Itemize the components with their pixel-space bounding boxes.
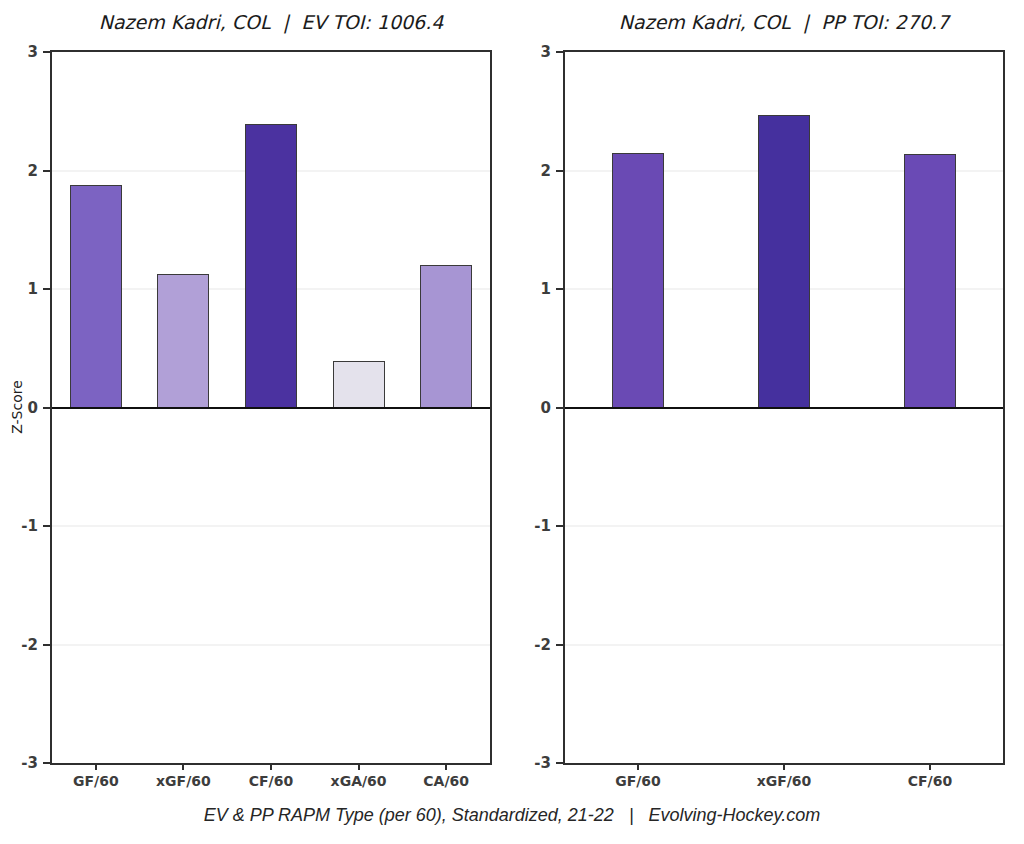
- y-tick-label: 2: [517, 162, 551, 180]
- y-axis-tick: [43, 525, 50, 527]
- bar-cf-60: [904, 154, 956, 408]
- y-axis-tick: [556, 762, 563, 764]
- y-axis-tick: [556, 51, 563, 53]
- y-axis-tick: [43, 51, 50, 53]
- pp-plot-panel: 3210-1-2-3GF/60xGF/60CF/60: [563, 50, 1005, 765]
- x-tick-label: CA/60: [423, 773, 469, 789]
- bar-gf-60: [70, 185, 122, 408]
- bar-xgf-60: [157, 274, 209, 408]
- zero-baseline: [565, 407, 1003, 409]
- x-tick-label: xGA/60: [331, 773, 387, 789]
- pp-rapm-chart: Nazem Kadri, COL | PP TOI: 270.7 3210-1-…: [563, 0, 1005, 800]
- y-axis-tick: [43, 288, 50, 290]
- x-axis-tick: [358, 763, 360, 770]
- x-axis-tick: [95, 763, 97, 770]
- y-tick-label: 3: [517, 43, 551, 61]
- bar-ca-60: [420, 265, 472, 407]
- x-axis-tick: [783, 763, 785, 770]
- gridline: [52, 644, 490, 645]
- y-tick-label: -1: [4, 517, 38, 535]
- gridline: [565, 644, 1003, 645]
- y-axis-tick: [556, 288, 563, 290]
- zero-baseline: [52, 407, 490, 409]
- bar-cf-60: [245, 124, 297, 407]
- bar-gf-60: [612, 153, 664, 408]
- bar-xga-60: [333, 361, 385, 407]
- x-axis-tick: [270, 763, 272, 770]
- y-axis-tick: [556, 407, 563, 409]
- y-tick-label: -1: [517, 517, 551, 535]
- x-tick-label: CF/60: [249, 773, 293, 789]
- y-axis-tick: [556, 170, 563, 172]
- x-tick-label: GF/60: [615, 773, 661, 789]
- y-axis-tick: [43, 170, 50, 172]
- y-tick-label: 2: [4, 162, 38, 180]
- y-axis-tick: [43, 407, 50, 409]
- x-axis-tick: [637, 763, 639, 770]
- x-tick-label: xGF/60: [156, 773, 211, 789]
- y-tick-label: 0: [4, 399, 38, 417]
- x-axis-tick: [182, 763, 184, 770]
- y-axis-tick: [43, 644, 50, 646]
- y-axis-tick: [556, 525, 563, 527]
- ev-rapm-chart: Nazem Kadri, COL | EV TOI: 1006.4 3210-1…: [50, 0, 492, 800]
- ev-chart-title: Nazem Kadri, COL | EV TOI: 1006.4: [20, 11, 522, 33]
- x-tick-label: GF/60: [73, 773, 119, 789]
- rapm-figure: Z-Score Nazem Kadri, COL | EV TOI: 1006.…: [0, 0, 1024, 844]
- x-tick-label: CF/60: [908, 773, 952, 789]
- x-axis-tick: [445, 763, 447, 770]
- figure-caption: EV & PP RAPM Type (per 60), Standardized…: [0, 805, 1024, 826]
- y-axis-tick: [556, 644, 563, 646]
- gridline: [565, 526, 1003, 527]
- x-tick-label: xGF/60: [757, 773, 812, 789]
- ev-plot-panel: 3210-1-2-3GF/60xGF/60CF/60xGA/60CA/60: [50, 50, 492, 765]
- y-tick-label: 1: [4, 280, 38, 298]
- pp-chart-title: Nazem Kadri, COL | PP TOI: 270.7: [533, 11, 1024, 33]
- y-tick-label: -3: [517, 754, 551, 772]
- y-tick-label: 1: [517, 280, 551, 298]
- y-axis-tick: [43, 762, 50, 764]
- x-axis-tick: [929, 763, 931, 770]
- y-tick-label: 3: [4, 43, 38, 61]
- bar-xgf-60: [758, 115, 810, 408]
- y-tick-label: -2: [4, 636, 38, 654]
- y-tick-label: 0: [517, 399, 551, 417]
- gridline: [52, 526, 490, 527]
- y-tick-label: -2: [517, 636, 551, 654]
- y-tick-label: -3: [4, 754, 38, 772]
